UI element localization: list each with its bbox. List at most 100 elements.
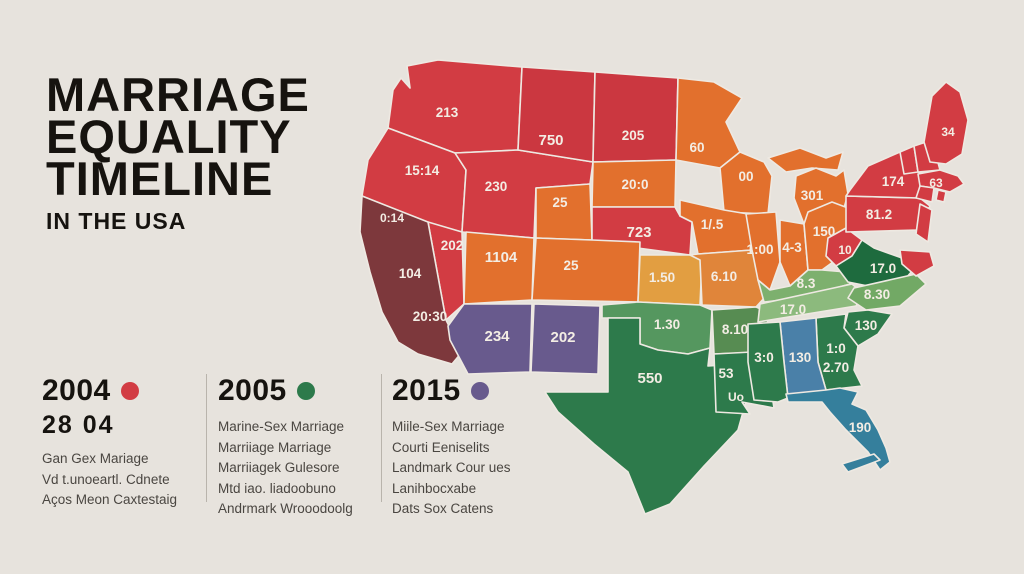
state-colorado-value: 25 xyxy=(563,258,579,273)
state-tennessee-value: 17.0 xyxy=(780,302,806,317)
state-south-carolina-value: 130 xyxy=(855,318,878,333)
state-new-jersey xyxy=(915,203,933,243)
state-washington-value: 213 xyxy=(436,105,459,120)
state-north-dakota: 205 xyxy=(592,71,679,163)
state-georgia: 1:0 2.70 xyxy=(815,313,863,391)
state-minnesota-value: 60 xyxy=(689,140,704,155)
state-wyoming: 25 xyxy=(535,183,593,241)
state-texas: 550 xyxy=(544,317,748,515)
state-new-jersey-shape xyxy=(915,203,933,243)
state-florida-keys-shape xyxy=(841,453,881,473)
state-california: 0:14 104 20:30 xyxy=(359,195,463,365)
state-arkansas-value: 8.10 xyxy=(722,322,748,337)
state-montana-value: 750 xyxy=(538,132,563,149)
legend-divider-1 xyxy=(206,374,207,502)
state-mississippi-shape xyxy=(747,321,789,403)
state-virginia-value: 17.0 xyxy=(870,261,896,276)
state-new-mexico-value: 202 xyxy=(550,329,575,346)
state-maryland xyxy=(899,249,935,277)
legend-subhead-2004: 28 04 xyxy=(42,411,115,439)
state-oklahoma-value: 1.30 xyxy=(654,317,680,332)
state-california-value-3: 20:30 xyxy=(413,309,448,324)
legend-text-line: Mtd iao. liadoobuno xyxy=(218,480,336,496)
state-minnesota: 60 xyxy=(675,77,743,169)
title-subtitle: IN THE USA xyxy=(46,208,187,234)
state-michigan-up-shape xyxy=(767,147,844,173)
legend-column-2005: 2005 Marine-Sex Marriage Marriiage Marri… xyxy=(218,374,378,520)
state-texas-shape xyxy=(544,317,748,515)
state-wyoming-value: 25 xyxy=(552,195,568,210)
state-south-dakota-value: 20:0 xyxy=(621,177,648,192)
state-kansas: 1.50 xyxy=(637,254,703,306)
legend-text-line: Andrmark Wrooodoolg xyxy=(218,501,353,516)
state-massachusetts-value: 63 xyxy=(929,176,943,190)
legend-text-line: Landmark Cour ues xyxy=(392,460,511,475)
state-minnesota-shape xyxy=(675,77,743,169)
legend-text-line: Miile-Sex Marriage xyxy=(392,419,505,434)
state-new-mexico: 202 xyxy=(530,303,601,375)
page-title: MARRIAGE EQUALITY TIMELINE IN THE USA xyxy=(46,68,406,235)
state-california-shape xyxy=(359,195,463,365)
state-new-mexico-shape xyxy=(530,303,601,375)
state-wisconsin: 00 xyxy=(719,151,773,215)
state-kansas-value: 1.50 xyxy=(649,270,675,285)
green-dot-icon xyxy=(296,382,315,400)
state-indiana: 4-3 xyxy=(779,219,809,287)
legend-column-2004: 2004 28 04 Gan Gex Mariage Vd t.unoeartl… xyxy=(42,374,202,511)
state-arizona: 234 xyxy=(447,303,533,375)
title-line-2: EQUALITY xyxy=(46,110,292,163)
state-rhode-island-shape xyxy=(935,189,947,203)
legend-text-line: Lanihbocxabe xyxy=(392,480,477,496)
state-georgia-value-1: 1:0 xyxy=(826,341,846,356)
state-pennsylvania: 81.2 xyxy=(845,195,931,233)
state-connecticut-shape xyxy=(915,185,935,203)
state-illinois-value: 1:00 xyxy=(746,242,773,257)
state-wisconsin-value: 00 xyxy=(738,169,753,184)
state-oregon-value: 15:14 xyxy=(405,163,440,178)
state-wyoming-shape xyxy=(535,183,593,241)
state-florida-shape xyxy=(785,387,891,471)
state-alabama-value: 130 xyxy=(789,350,812,365)
legend-text-line: Dats Sox Catens xyxy=(392,501,494,516)
state-ohio-value: 150 xyxy=(813,224,836,239)
state-west-virginia-value: 10 xyxy=(838,243,852,257)
state-maine: 34 xyxy=(923,81,969,165)
legend-text-line: Aços Meon Caxtestaig xyxy=(42,492,178,507)
state-florida: 190 xyxy=(785,387,891,473)
state-rhode-island xyxy=(935,189,947,203)
legend-text-line: Marriiage Marriage xyxy=(218,439,332,455)
state-montana: 750 xyxy=(517,66,596,163)
legend-text-line: Marriiagek Gulesore xyxy=(218,460,340,475)
state-utah-shape xyxy=(463,231,535,305)
state-maine-shape xyxy=(923,81,969,165)
state-mississippi: 3:0 xyxy=(747,321,789,403)
state-pennsylvania-value: 81.2 xyxy=(866,207,892,222)
state-iowa-value: 1/.5 xyxy=(701,217,724,232)
state-new-york-value: 174 xyxy=(882,174,905,189)
state-michigan-value: 301 xyxy=(801,188,824,203)
state-idaho-value: 230 xyxy=(485,179,508,194)
state-arizona-shape xyxy=(447,303,533,375)
state-florida-value: 190 xyxy=(849,420,872,435)
red-dot-icon xyxy=(120,382,139,400)
state-north-dakota-shape xyxy=(592,71,679,163)
state-connecticut xyxy=(915,185,935,203)
legend-year-2015: 2015 xyxy=(392,374,461,407)
title-line-1: MARRIAGE xyxy=(46,68,310,121)
state-texas-value: 550 xyxy=(637,370,662,387)
state-utah: 1104 xyxy=(463,231,535,305)
legend-text-line: Vd t.unoeartl. Cdnete xyxy=(42,471,170,487)
state-california-value-2: 104 xyxy=(399,266,422,281)
legend-text-line: Marine-Sex Marriage xyxy=(218,419,345,434)
state-louisiana-value-2: Uo xyxy=(728,390,744,404)
state-utah-value: 1104 xyxy=(485,249,518,266)
state-north-dakota-value: 205 xyxy=(622,128,645,143)
state-georgia-value-2: 2.70 xyxy=(823,360,849,375)
state-mississippi-value: 3:0 xyxy=(754,350,774,365)
state-indiana-value: 4-3 xyxy=(782,240,802,255)
state-maine-value: 34 xyxy=(941,125,955,139)
state-kentucky-value: 8.3 xyxy=(797,276,816,291)
state-missouri-value: 6.10 xyxy=(711,269,737,284)
